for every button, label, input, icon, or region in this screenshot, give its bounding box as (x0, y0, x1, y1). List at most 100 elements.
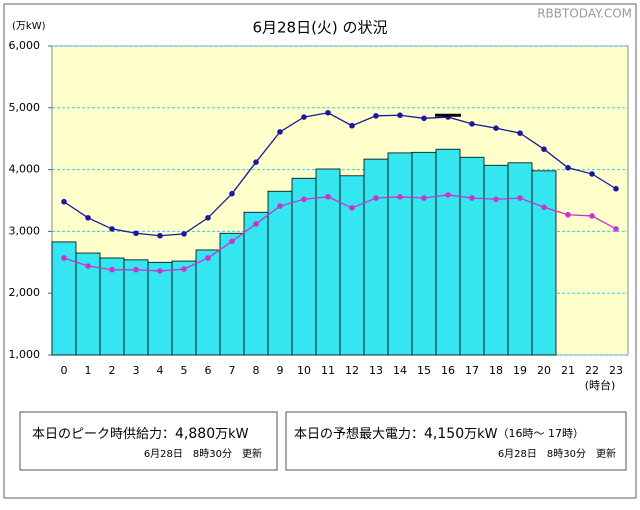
line-marker (589, 171, 595, 177)
panel-box (285, 411, 627, 471)
bar (363, 158, 389, 356)
line-marker (493, 125, 499, 131)
line-marker (349, 205, 355, 211)
x-tick-label: 3 (133, 364, 140, 377)
bar (171, 260, 197, 356)
line-marker (589, 213, 595, 219)
line-marker (205, 255, 211, 261)
x-tick-label: 16 (441, 364, 455, 377)
bar (435, 148, 461, 356)
x-tick-label: 12 (345, 364, 359, 377)
bar (147, 261, 173, 356)
line-marker (469, 195, 475, 201)
line-marker (421, 115, 427, 122)
panel-label: 本日のピーク時供給力： (32, 427, 175, 442)
line-marker (229, 190, 235, 197)
line-marker (349, 122, 355, 129)
bar (387, 152, 413, 356)
line-marker (445, 192, 451, 198)
line-marker (541, 204, 547, 211)
panel-box (19, 411, 278, 471)
x-tick-label: 10 (297, 364, 311, 377)
line-marker (397, 112, 403, 119)
line-marker (61, 198, 67, 205)
line-marker (517, 195, 523, 201)
line-marker (229, 238, 235, 245)
line-marker (109, 266, 115, 273)
y-tick-label: 1,000 (9, 348, 41, 361)
line-marker (565, 164, 571, 171)
panel-updated: 6月28日 8時30分 更新 (144, 447, 262, 460)
bar (243, 211, 269, 356)
line-marker (301, 114, 307, 120)
line-marker (493, 196, 499, 203)
line-marker (133, 266, 139, 273)
x-axis-label: (時台) (585, 378, 616, 392)
y-tick-label: 3,000 (9, 224, 41, 237)
line-marker (277, 129, 283, 135)
bar (483, 164, 509, 356)
x-tick-label: 17 (465, 364, 479, 377)
watermark: RBBTODAY.COM (537, 7, 632, 21)
line (63, 194, 617, 272)
bar (459, 156, 485, 356)
line-marker (85, 215, 91, 221)
line-marker (301, 196, 307, 203)
panel-note: （16時～ 17時） (498, 427, 585, 440)
panel-value: 4,880 (175, 426, 215, 442)
y-tick-label: 4,000 (9, 163, 41, 176)
line-marker (61, 255, 67, 261)
y-tick-label: 2,000 (9, 286, 41, 299)
line-marker (253, 221, 259, 227)
bar (99, 257, 125, 356)
x-tick-label: 14 (393, 364, 407, 377)
x-tick-label: 6 (205, 364, 212, 377)
panel-updated: 6月28日 8時30分 更新 (498, 447, 616, 460)
panel-unit: 万kW (464, 427, 498, 442)
bar (75, 252, 101, 356)
line-marker (469, 121, 475, 127)
line-marker (109, 226, 115, 232)
line-marker (181, 266, 187, 272)
bar (531, 170, 557, 356)
x-tick-label: 13 (369, 364, 383, 377)
x-tick-label: 7 (229, 364, 236, 377)
line-marker (373, 195, 379, 201)
panel-label: 本日の予想最大電力： (294, 426, 424, 442)
line-marker (253, 159, 259, 165)
line-marker (85, 263, 91, 269)
line-marker (205, 215, 211, 221)
line-marker (373, 113, 379, 119)
bar (267, 190, 293, 356)
line-marker (325, 109, 331, 116)
bar (123, 259, 149, 356)
x-tick-label: 5 (181, 364, 188, 377)
line-marker (541, 146, 547, 153)
bar (291, 177, 317, 356)
x-tick-label: 22 (585, 364, 599, 377)
x-tick-label: 19 (513, 364, 527, 377)
line-marker (517, 130, 523, 136)
x-tick-label: 4 (157, 364, 164, 377)
line (63, 112, 617, 237)
x-tick-label: 15 (417, 364, 431, 377)
line-marker (133, 230, 139, 237)
chart-title: 6月28日(火) の状況 (252, 19, 387, 37)
bar (339, 175, 365, 356)
line-marker (613, 226, 619, 232)
x-tick-label: 0 (61, 364, 68, 377)
x-tick-label: 20 (537, 364, 551, 377)
x-tick-label: 2 (109, 364, 116, 377)
panel-value: 4,150 (424, 426, 464, 442)
x-tick-label: 21 (561, 364, 575, 377)
x-tick-label: 18 (489, 364, 503, 377)
x-tick-label: 8 (253, 364, 260, 377)
x-tick-label: 1 (85, 364, 92, 377)
line-marker (277, 203, 283, 209)
line-marker (565, 211, 571, 218)
line-marker (325, 193, 331, 200)
line-marker (181, 231, 187, 237)
bar (195, 249, 221, 356)
y-tick-label: 6,000 (9, 39, 41, 52)
